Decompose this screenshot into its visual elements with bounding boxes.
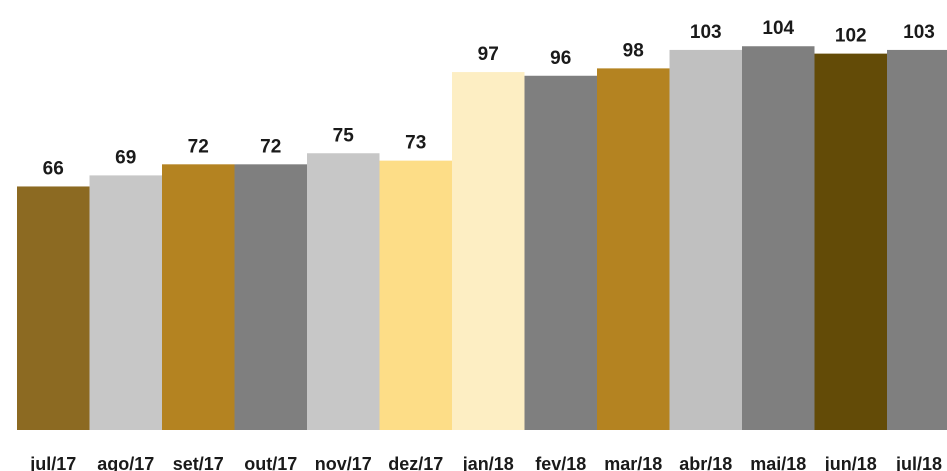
data-label-jul-17: 66: [43, 158, 64, 179]
bars-group: [17, 46, 947, 431]
x-tick-nov-17: nov/17: [315, 454, 372, 471]
bar-dez-17: [379, 160, 452, 430]
bar-abr-18: [669, 49, 742, 431]
bar-mar-18: [597, 68, 670, 430]
x-axis-tick-labels: jul/17 ago/17 set/17 out/17 nov/17 dez/17 jan/…: [29, 454, 942, 471]
x-tick-set-17: set/17: [173, 454, 224, 471]
x-tick-jun-18: jun/18: [824, 454, 877, 471]
data-labels-group: 66 69 72 72 75 73 97 96 98 103 104 102 103: [43, 18, 935, 179]
data-label-jun-18: 102: [835, 26, 867, 47]
x-tick-mai-18: mai/18: [750, 454, 806, 471]
data-label-mar-18: 98: [623, 40, 644, 61]
x-tick-mar-18: mar/18: [604, 454, 662, 471]
data-label-jan-18: 97: [478, 44, 499, 65]
x-tick-abr-18: abr/18: [679, 454, 732, 471]
bar-fev-18: [524, 75, 597, 430]
bar-jul-17: [17, 186, 90, 430]
bar-set-17: [162, 164, 235, 430]
data-label-nov-17: 75: [333, 125, 355, 146]
data-label-set-17: 72: [188, 136, 209, 157]
bar-jul-18: [887, 49, 947, 431]
x-tick-out-17: out/17: [244, 454, 297, 471]
bar-jan-18: [452, 72, 525, 430]
x-tick-ago-17: ago/17: [97, 454, 154, 471]
data-label-mai-18: 104: [762, 18, 794, 39]
bar-ago-17: [89, 175, 162, 430]
x-tick-fev-18: fev/18: [535, 454, 586, 471]
data-label-dez-17: 73: [405, 133, 426, 154]
x-tick-jan-18: jan/18: [462, 454, 514, 471]
data-label-abr-18: 103: [690, 22, 722, 43]
x-tick-dez-17: dez/17: [388, 454, 443, 471]
bar-out-17: [234, 164, 307, 430]
data-label-fev-18: 96: [550, 48, 571, 69]
x-tick-jul-17: jul/17: [29, 454, 76, 471]
x-tick-jul-18: jul/18: [895, 454, 942, 471]
data-label-ago-17: 69: [115, 147, 136, 168]
data-label-out-17: 72: [260, 136, 281, 157]
bar-nov-17: [307, 153, 380, 430]
bar-jun-18: [814, 53, 887, 431]
data-label-jul-18: 103: [903, 22, 935, 43]
bar-mai-18: [742, 46, 815, 431]
